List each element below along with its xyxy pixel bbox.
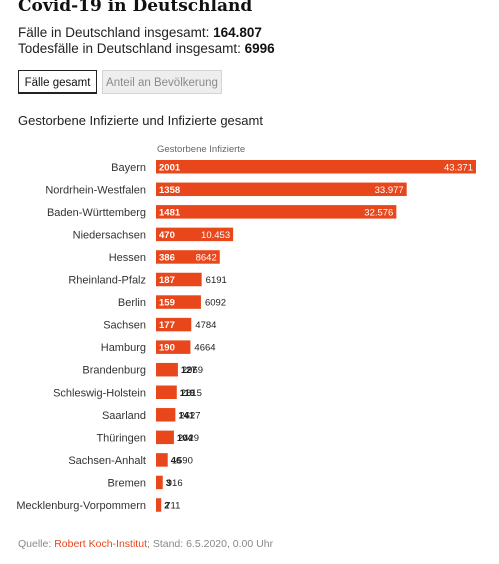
category-label: Bayern [111, 162, 146, 174]
cases-value-label: 8642 [196, 252, 217, 263]
source-note: Quelle: Robert Koch-Institut; Stand: 6.5… [18, 538, 273, 550]
deaths-value-label: 177 [159, 320, 175, 331]
category-label: Berlin [118, 297, 146, 309]
bar-total-cases [156, 182, 407, 197]
category-label: Rheinland-Pfalz [68, 275, 146, 287]
cases-value-label: 4784 [195, 320, 216, 331]
category-label: Bremen [107, 477, 146, 489]
total-cases-label: Fälle in Deutschland insgesamt: [18, 25, 210, 40]
bar-chart: Bayern 43.371 2001 Nordrhein-Westfalen 33.97… [16, 160, 476, 512]
bar-total-cases [156, 362, 178, 377]
bar-total-cases [156, 227, 234, 242]
bar-total-cases [156, 160, 476, 174]
deaths-value-label: 104 [177, 433, 194, 444]
category-label: Thüringen [96, 432, 146, 444]
bar-total-cases [156, 340, 191, 354]
cases-value-label: 2969 [182, 365, 203, 376]
bar-total-cases [156, 295, 201, 309]
deaths-value-label: 470 [159, 230, 175, 241]
category-label: Hamburg [101, 342, 146, 354]
bar-total-cases [156, 250, 220, 264]
total-deaths-line: Todesfälle in Deutschland insgesamt: 699… [18, 41, 275, 56]
cases-value-label: 916 [167, 478, 183, 489]
deaths-value-label: 1358 [159, 185, 180, 196]
bar-total-cases [156, 498, 162, 512]
cases-value-label: 2627 [179, 410, 200, 421]
deaths-value-label: 2 [164, 501, 169, 512]
cases-value-label: 2429 [178, 433, 199, 444]
category-label: Mecklenburg-Vorpommern [16, 500, 146, 512]
cases-value-label: 4664 [194, 343, 215, 354]
source-link[interactable]: Robert Koch-Institut [54, 538, 147, 550]
total-cases-value: 164.807 [213, 25, 262, 40]
category-label: Brandenburg [82, 365, 146, 377]
bar-total-cases [156, 385, 177, 399]
category-label: Schleswig-Holstein [53, 387, 146, 399]
cases-value-label: 6092 [205, 298, 226, 309]
category-label: Niedersachsen [73, 229, 146, 241]
deaths-value-label: 2001 [159, 162, 181, 173]
series-label-deaths: Gestorbene Infizierte [157, 144, 246, 155]
bar-total-cases [156, 453, 168, 467]
deaths-value-label: 159 [159, 298, 175, 309]
deaths-value-label: 46 [171, 455, 182, 466]
category-label: Sachsen-Anhalt [68, 455, 146, 467]
cases-value-label: 32.576 [364, 207, 393, 218]
deaths-value-label: 187 [159, 275, 175, 286]
category-label: Saarland [102, 410, 146, 422]
total-cases-line: Fälle in Deutschland insgesamt: 164.807 [18, 25, 262, 40]
bar-total-cases [156, 272, 202, 287]
cases-value-label: 2815 [181, 388, 202, 399]
bar-total-cases [156, 408, 176, 422]
deaths-value-label: 127 [181, 365, 197, 376]
tab-population-share[interactable]: Anteil an Bevölkerung [102, 70, 222, 94]
bar-total-cases [156, 205, 397, 219]
category-label: Nordrhein-Westfalen [45, 184, 146, 196]
deaths-value-label: 1481 [159, 207, 181, 218]
deaths-value-label: 190 [159, 343, 175, 354]
page-title: Covid-19 in Deutschland [18, 0, 253, 16]
deaths-value-label: 386 [159, 252, 175, 263]
category-label: Baden-Württemberg [47, 207, 146, 219]
bar-total-cases [156, 475, 163, 490]
source-suffix: ; Stand: 6.5.2020, 0.00 Uhr [146, 538, 274, 550]
cases-value-label: 10.453 [201, 230, 230, 241]
category-label: Sachsen [103, 320, 146, 332]
tab-total-cases[interactable]: Fälle gesamt [18, 70, 97, 94]
category-label: Hessen [109, 252, 146, 264]
cases-value-label: 1590 [172, 455, 193, 466]
total-deaths-value: 6996 [244, 41, 275, 56]
chart-subtitle: Gestorbene Infizierte und Infizierte ges… [18, 113, 263, 128]
deaths-value-label: 3 [166, 478, 171, 489]
cases-value-label: 6191 [206, 275, 227, 286]
source-prefix: Quelle: [18, 538, 55, 550]
bar-total-cases [156, 317, 192, 332]
cases-value-label: 33.977 [375, 185, 404, 196]
bar-total-cases [156, 430, 174, 445]
deaths-value-label: 141 [178, 410, 195, 421]
total-deaths-label: Todesfälle in Deutschland insgesamt: [18, 41, 241, 56]
cases-value-label: 43.371 [444, 162, 473, 173]
deaths-value-label: 119 [180, 388, 195, 399]
cases-value-label: 711 [165, 501, 180, 512]
